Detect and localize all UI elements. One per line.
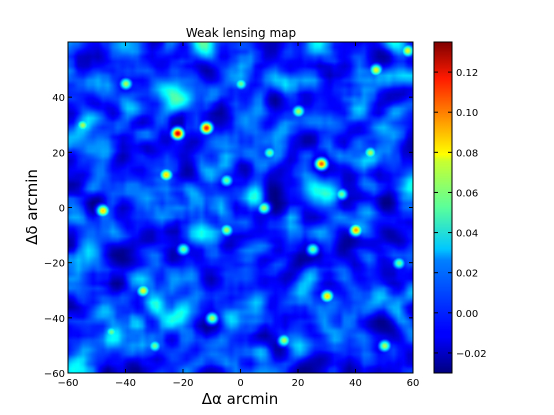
colorbar-tick-label: 0.08 (456, 148, 478, 159)
colorbar-tick-label: −0.02 (456, 349, 487, 360)
heatmap-plot-area (67, 41, 414, 374)
x-axis-label: Δα arcmin (202, 390, 278, 408)
colorbar-tick-label: 0.00 (456, 309, 478, 320)
y-tick-label: −40 (44, 314, 65, 325)
y-tick-label: 0 (59, 204, 65, 215)
colorbar-tick-label: 0.04 (456, 229, 478, 240)
x-axis: −60 −40 −20 0 20 40 60 (57, 42, 419, 389)
x-tick-label: 60 (407, 378, 420, 389)
y-tick-label: 20 (52, 148, 65, 159)
y-axis: −60 −40 −20 0 20 40 (44, 93, 413, 380)
colorbar-tick-label: 0.10 (456, 108, 478, 119)
x-tick-label: 20 (292, 378, 305, 389)
x-tick-label: 0 (237, 378, 243, 389)
x-tick-label: −60 (57, 378, 78, 389)
x-tick-label: −40 (115, 378, 136, 389)
colorbar-tick-label: 0.02 (456, 269, 478, 280)
colorbar-ticks: −0.02 0.00 0.02 0.04 0.06 0.08 0.10 0.12 (434, 68, 487, 360)
heatmap-image (68, 42, 413, 373)
y-tick-label: 40 (52, 93, 65, 104)
colorbar-tick-label: 0.12 (456, 68, 478, 79)
y-tick-label: −20 (44, 259, 65, 270)
colorbar-gradient (433, 41, 453, 374)
chart-title: Weak lensing map (186, 26, 296, 40)
colorbar: −0.02 0.00 0.02 0.04 0.06 0.08 0.10 0.12 (433, 41, 487, 374)
x-tick-label: −20 (172, 378, 193, 389)
colorbar-tick-label: 0.06 (456, 188, 478, 199)
x-tick-label: 40 (349, 378, 362, 389)
y-tick-label: −60 (44, 369, 65, 380)
y-axis-label: Δδ arcmin (23, 169, 41, 245)
